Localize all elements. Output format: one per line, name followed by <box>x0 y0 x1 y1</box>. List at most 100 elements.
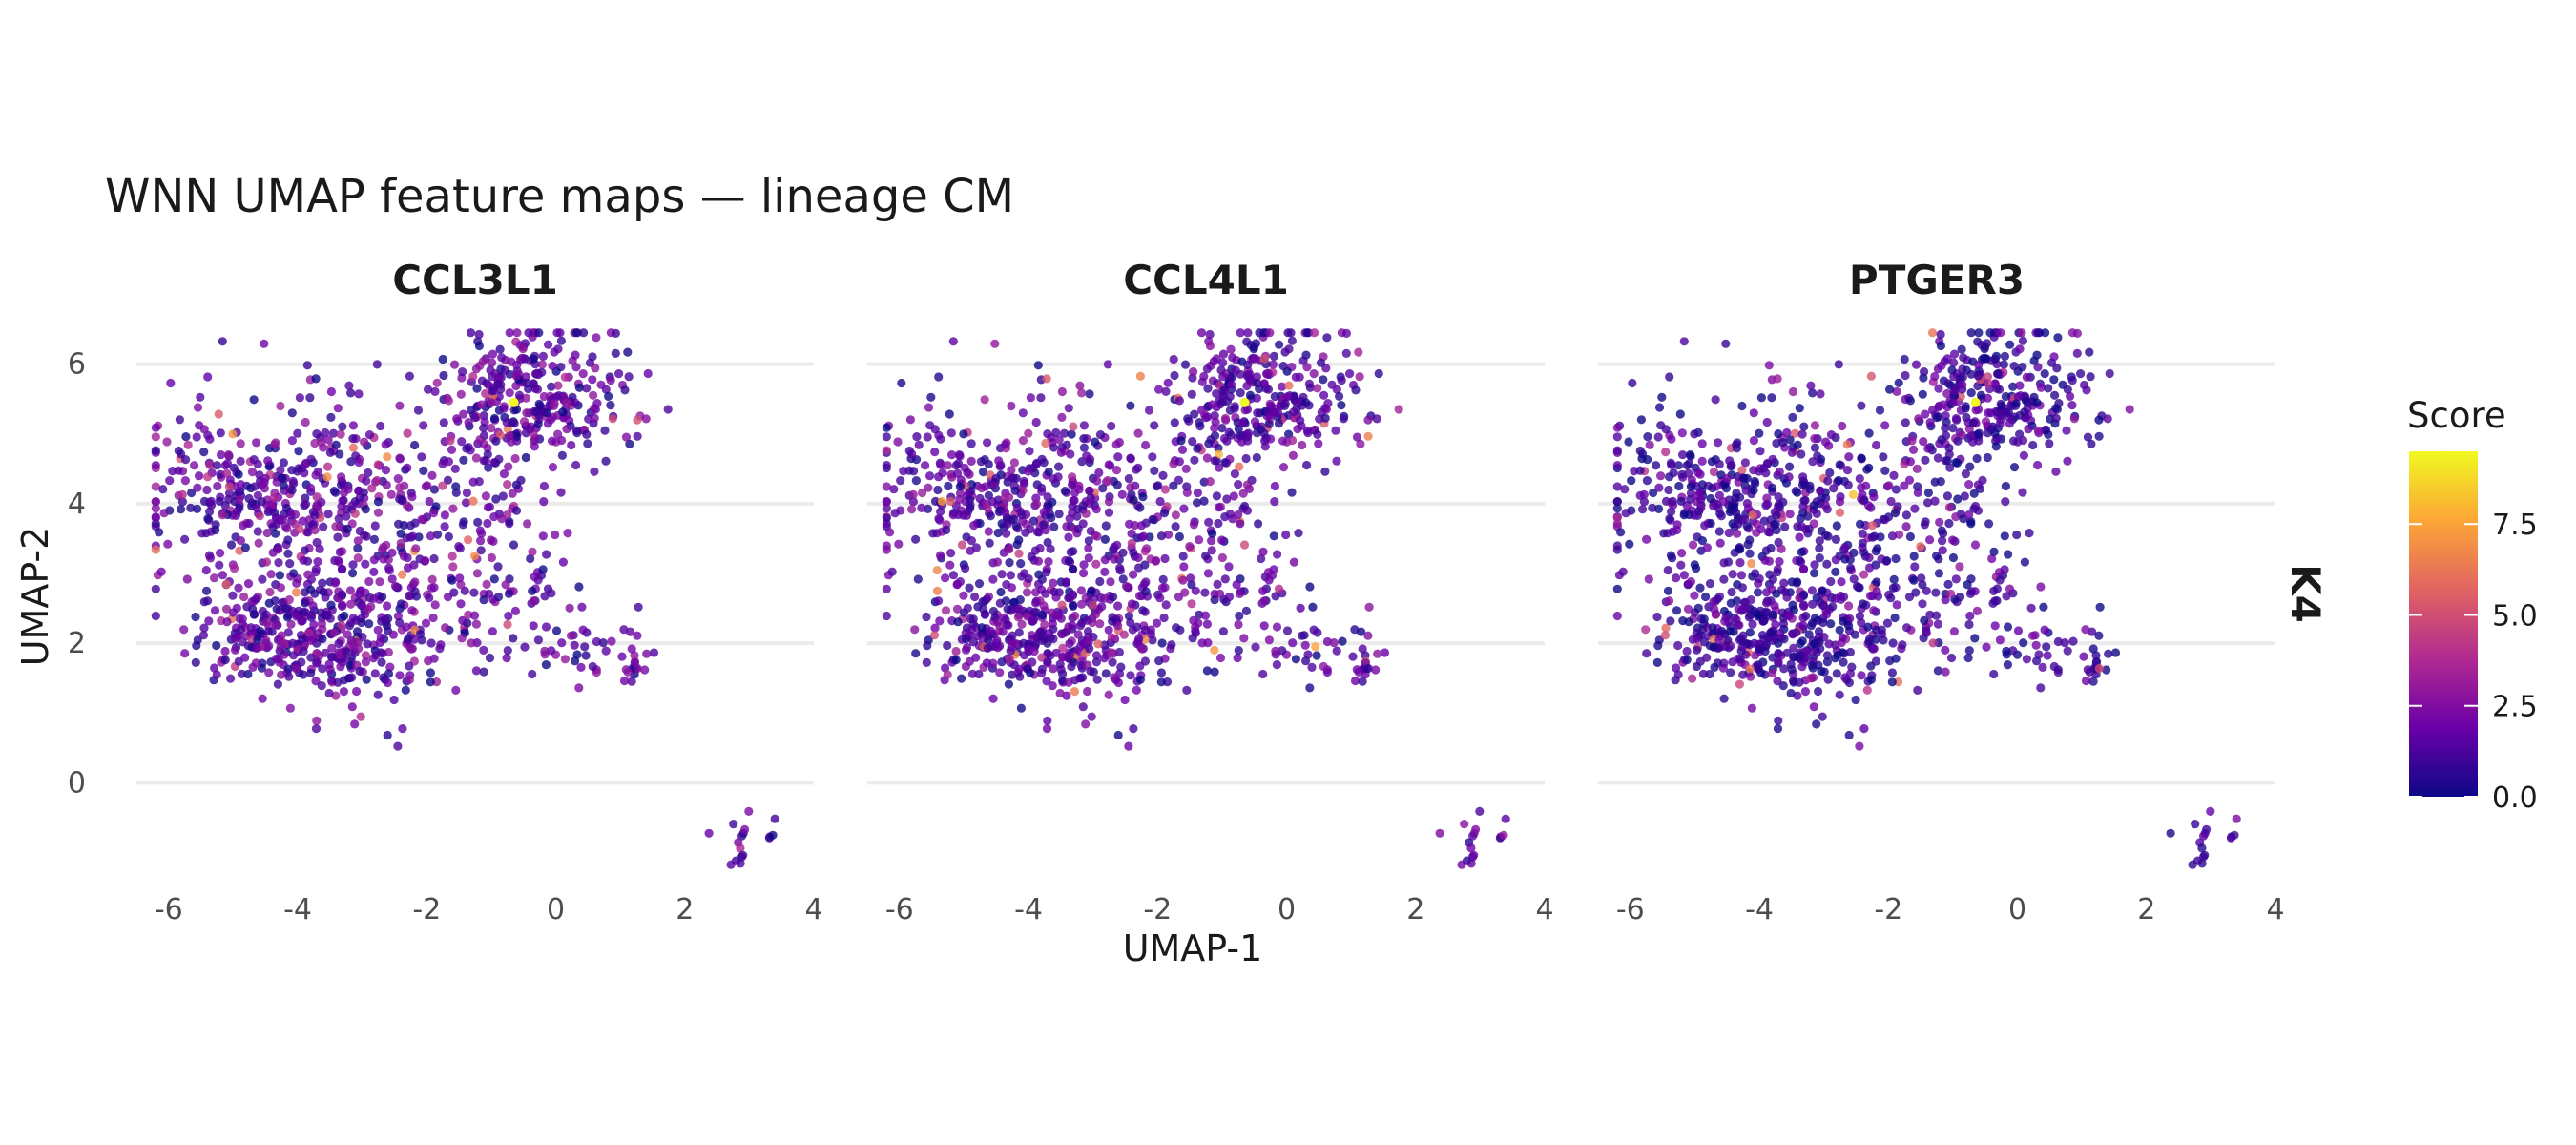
cell-point <box>2042 642 2051 652</box>
cell-point <box>1747 559 1756 569</box>
cell-point <box>364 468 373 478</box>
cell-point <box>2011 399 2021 408</box>
cell-point <box>1862 685 1872 695</box>
cell-point <box>258 574 267 584</box>
cell-point <box>1126 453 1135 463</box>
cell-point <box>601 646 611 656</box>
cell-point <box>2026 603 2036 613</box>
cell-point <box>1715 538 1725 548</box>
cell-point <box>511 371 521 381</box>
cell-point <box>1215 589 1225 598</box>
cell-point <box>1990 379 2000 388</box>
cell-point <box>986 511 995 521</box>
cell-point <box>530 442 539 451</box>
cell-point <box>1974 360 1984 370</box>
cell-point <box>1933 364 1942 374</box>
cell-point <box>1970 540 1981 550</box>
cell-point <box>1319 390 1329 400</box>
cell-point <box>1798 621 1808 631</box>
cell-point <box>1765 570 1775 579</box>
cell-point <box>310 589 320 598</box>
cell-point <box>557 638 567 648</box>
cell-point <box>557 450 568 460</box>
cell-point <box>2004 550 2013 559</box>
cell-point <box>1892 386 1901 396</box>
cell-point <box>355 526 364 536</box>
cell-point <box>1031 417 1041 427</box>
cell-point <box>1065 514 1074 524</box>
cell-point <box>620 385 630 395</box>
cell-point <box>1097 602 1107 612</box>
cell-point <box>1732 440 1741 449</box>
cell-point <box>1774 492 1783 502</box>
cell-point <box>1287 488 1297 497</box>
cell-point <box>1831 593 1840 604</box>
cell-point <box>528 669 537 679</box>
cell-point <box>1886 496 1896 507</box>
cell-point <box>2063 456 2072 466</box>
cell-point <box>335 449 344 459</box>
cell-point <box>1939 400 1948 409</box>
cell-point <box>955 482 966 491</box>
cell-point <box>497 353 507 363</box>
cell-point <box>736 843 745 853</box>
cell-point <box>1208 400 1217 409</box>
cell-point <box>911 649 921 658</box>
cell-point <box>1690 429 1699 439</box>
cell-point <box>1776 544 1786 553</box>
cell-point <box>225 475 235 485</box>
cell-point <box>1745 664 1755 674</box>
cell-point <box>1996 410 2005 420</box>
x-tick-label: -6 <box>1616 893 1645 926</box>
cell-point <box>1265 410 1275 420</box>
cell-point <box>1218 627 1228 636</box>
cell-point <box>1031 598 1041 608</box>
cell-point <box>2018 488 2027 497</box>
cell-point <box>1268 360 1278 369</box>
cell-point <box>930 623 940 633</box>
cell-point <box>1132 622 1142 632</box>
cell-point <box>433 530 443 539</box>
cell-point <box>1309 625 1319 635</box>
cell-point <box>206 496 216 507</box>
cell-point <box>1818 600 1828 610</box>
cell-point <box>1875 406 1885 415</box>
cell-point <box>1661 496 1672 507</box>
cell-point <box>1035 628 1045 637</box>
cell-point <box>1941 456 1950 466</box>
cell-point <box>2013 392 2023 402</box>
cell-point <box>204 616 214 626</box>
cell-point <box>1968 437 1978 447</box>
cell-point <box>457 437 467 447</box>
cell-point <box>1795 556 1804 566</box>
cell-point <box>514 390 525 400</box>
cell-point <box>424 656 433 666</box>
cell-point <box>1094 468 1104 478</box>
cell-point <box>1104 690 1113 699</box>
cell-point <box>991 473 1001 483</box>
cell-point <box>1086 526 1095 536</box>
cell-point <box>1999 360 2008 369</box>
cell-point <box>411 544 421 553</box>
cell-point <box>298 516 307 526</box>
cell-point <box>192 641 201 651</box>
cell-point <box>1654 504 1664 514</box>
cell-point <box>1220 458 1230 468</box>
cell-point <box>1153 481 1163 490</box>
cell-point <box>1774 657 1783 667</box>
cell-point <box>509 540 519 550</box>
cell-point <box>151 545 160 554</box>
cell-point <box>337 621 346 631</box>
y-tick-label: 0 <box>68 766 86 800</box>
cell-point <box>941 573 950 583</box>
cell-point <box>1837 577 1846 587</box>
cell-point <box>974 669 984 679</box>
cell-point <box>285 559 295 569</box>
cell-point <box>914 440 924 449</box>
cell-point <box>1273 408 1282 418</box>
cell-point <box>1864 428 1874 438</box>
cell-point <box>2003 622 2013 632</box>
cell-point <box>483 449 492 459</box>
cell-point <box>1187 580 1196 590</box>
cell-point <box>1098 484 1108 493</box>
